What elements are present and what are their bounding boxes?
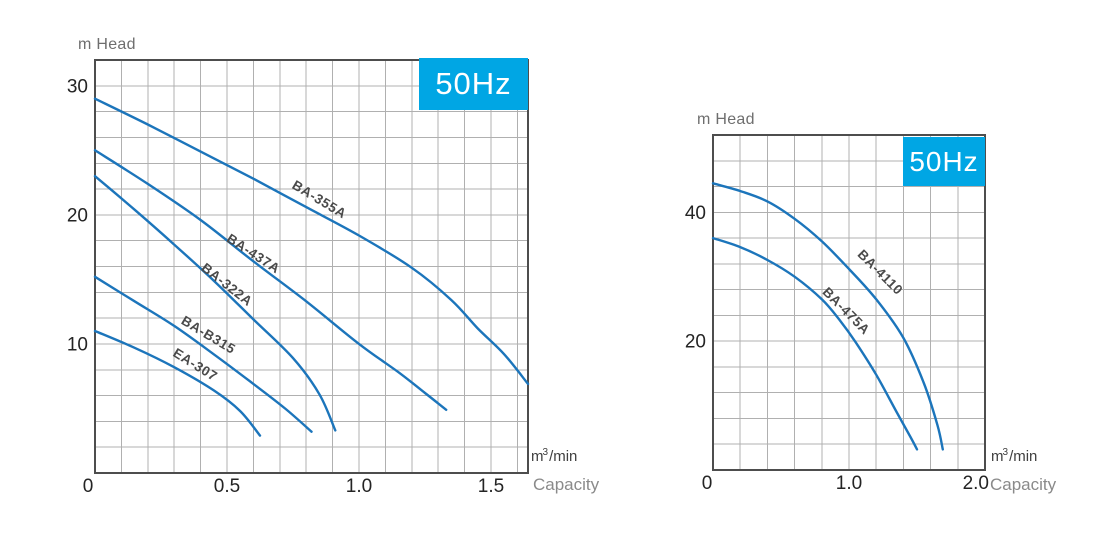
left-x-unit-rest: /min bbox=[549, 448, 578, 465]
x-tick-label: 0 bbox=[83, 476, 94, 497]
y-tick-label: 10 bbox=[67, 334, 88, 355]
plot-border bbox=[712, 134, 986, 471]
right-x-unit-rest: /min bbox=[1009, 448, 1038, 465]
x-tick-label: 1.0 bbox=[346, 476, 372, 497]
curve-BA-4110 bbox=[711, 182, 944, 451]
curve-BA-475A bbox=[711, 236, 919, 451]
right-chart-x-unit: m3/min bbox=[991, 447, 1038, 465]
curve-BA-322A bbox=[93, 175, 337, 432]
y-tick-label: 30 bbox=[67, 76, 88, 97]
left-chart-head-axis-title: m Head bbox=[78, 36, 136, 53]
curve-BA-B315 bbox=[93, 275, 313, 433]
y-tick-label: 20 bbox=[685, 332, 706, 353]
x-tick-label: 0 bbox=[702, 473, 713, 494]
left-x-unit-base: m bbox=[531, 448, 544, 465]
x-tick-label: 0.5 bbox=[214, 476, 240, 497]
right-chart-x-axis-name: Capacity bbox=[990, 475, 1057, 494]
curve-label-BA-4110: BA-4110 bbox=[855, 247, 906, 298]
left-chart-x-axis-name: Capacity bbox=[533, 475, 600, 494]
y-tick-label: 20 bbox=[67, 205, 88, 226]
x-tick-label: 1.0 bbox=[836, 473, 862, 494]
left-chart-frequency-badge: 50Hz bbox=[419, 58, 528, 110]
right-x-unit-base: m bbox=[991, 448, 1004, 465]
left-x-unit-superscript: 3 bbox=[542, 447, 549, 458]
curve-EA-307 bbox=[93, 329, 262, 437]
y-tick-label: 40 bbox=[685, 203, 706, 224]
right-chart-head-axis-title: m Head bbox=[697, 111, 755, 128]
right-chart-frequency-badge: 50Hz bbox=[903, 137, 985, 186]
x-tick-label: 2.0 bbox=[963, 473, 989, 494]
right-x-unit-superscript: 3 bbox=[1002, 447, 1009, 458]
x-tick-label: 1.5 bbox=[478, 476, 504, 497]
curve-BA-437A bbox=[93, 149, 448, 411]
plot-border bbox=[94, 59, 529, 474]
curve-BA-355A bbox=[93, 97, 530, 386]
left-chart-x-unit: m3/min bbox=[531, 447, 578, 465]
